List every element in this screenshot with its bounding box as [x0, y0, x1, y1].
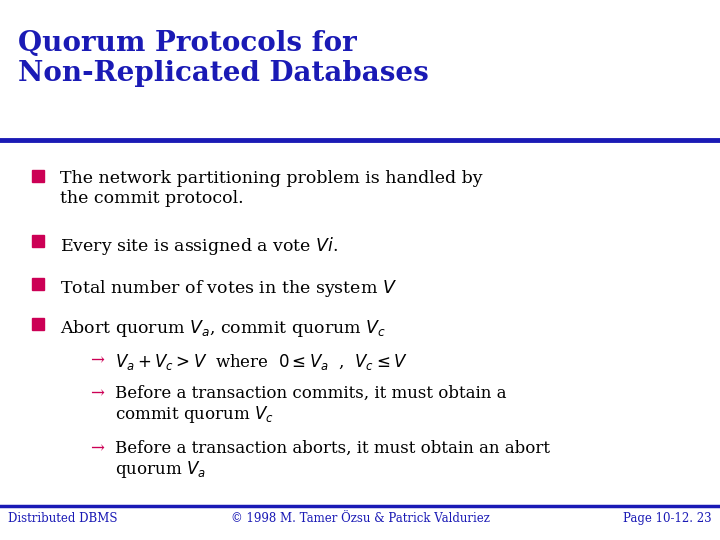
Text: The network partitioning problem is handled by: The network partitioning problem is hand… — [60, 170, 482, 187]
Text: Total number of votes in the system $V$: Total number of votes in the system $V$ — [60, 278, 397, 299]
Text: $V_a + V_c > V$  where  $0 \leq V_a$  ,  $V_c \leq V$: $V_a + V_c > V$ where $0 \leq V_a$ , $V_… — [115, 352, 408, 372]
Text: →: → — [90, 440, 104, 457]
Text: the commit protocol.: the commit protocol. — [60, 190, 243, 207]
Text: Every site is assigned a vote $Vi$.: Every site is assigned a vote $Vi$. — [60, 235, 338, 257]
Text: Before a transaction commits, it must obtain a: Before a transaction commits, it must ob… — [115, 385, 506, 402]
Text: © 1998 M. Tamer Özsu & Patrick Valduriez: © 1998 M. Tamer Özsu & Patrick Valduriez — [230, 512, 490, 525]
Text: Page 10-12. 23: Page 10-12. 23 — [624, 512, 712, 525]
Text: Before a transaction aborts, it must obtain an abort: Before a transaction aborts, it must obt… — [115, 440, 550, 457]
Text: commit quorum $V_c$: commit quorum $V_c$ — [115, 404, 274, 425]
Text: Abort quorum $V_a$, commit quorum $V_c$: Abort quorum $V_a$, commit quorum $V_c$ — [60, 318, 386, 339]
Text: →: → — [90, 385, 104, 402]
Text: Non-Replicated Databases: Non-Replicated Databases — [18, 60, 428, 87]
Text: Quorum Protocols for: Quorum Protocols for — [18, 30, 356, 57]
Text: →: → — [90, 352, 104, 369]
Text: Distributed DBMS: Distributed DBMS — [8, 512, 117, 525]
Text: quorum $V_a$: quorum $V_a$ — [115, 459, 206, 480]
